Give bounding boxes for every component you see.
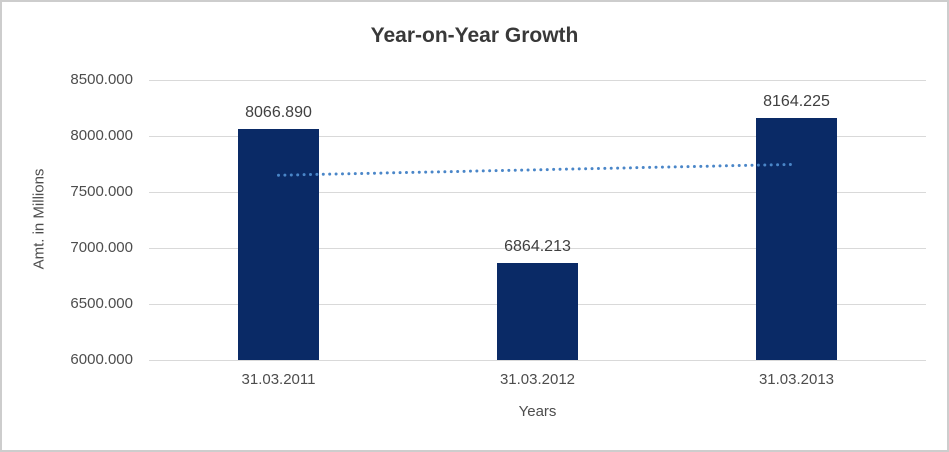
bar-data-label: 8164.225 <box>763 92 830 110</box>
y-axis-tick-label: 6500.000 <box>70 295 133 312</box>
y-axis-tick-label: 7500.000 <box>70 183 133 200</box>
gridline <box>149 79 926 81</box>
x-axis-title: Years <box>518 403 557 420</box>
bar-data-label: 6864.213 <box>504 238 571 256</box>
gridline <box>149 247 926 249</box>
x-axis-tick-label: 31.03.2013 <box>758 371 835 388</box>
gridline <box>149 191 926 193</box>
gridline <box>149 135 926 137</box>
y-axis-tick-label: 7000.000 <box>70 239 133 256</box>
y-axis-tick-label: 8500.000 <box>70 71 133 88</box>
bar-data-label: 8066.890 <box>245 103 312 121</box>
bar <box>497 263 578 360</box>
x-axis-tick-label: 31.03.2011 <box>241 371 316 388</box>
bar <box>756 117 837 360</box>
y-axis-tick-label: 6000.000 <box>70 351 133 368</box>
y-axis-tick-label: 8000.000 <box>70 127 133 144</box>
x-axis-tick-label: 31.03.2012 <box>499 371 576 388</box>
trendline-path <box>277 162 798 177</box>
chart-title: Year-on-Year Growth <box>370 24 579 47</box>
bar <box>238 128 319 360</box>
gridline <box>149 359 926 361</box>
